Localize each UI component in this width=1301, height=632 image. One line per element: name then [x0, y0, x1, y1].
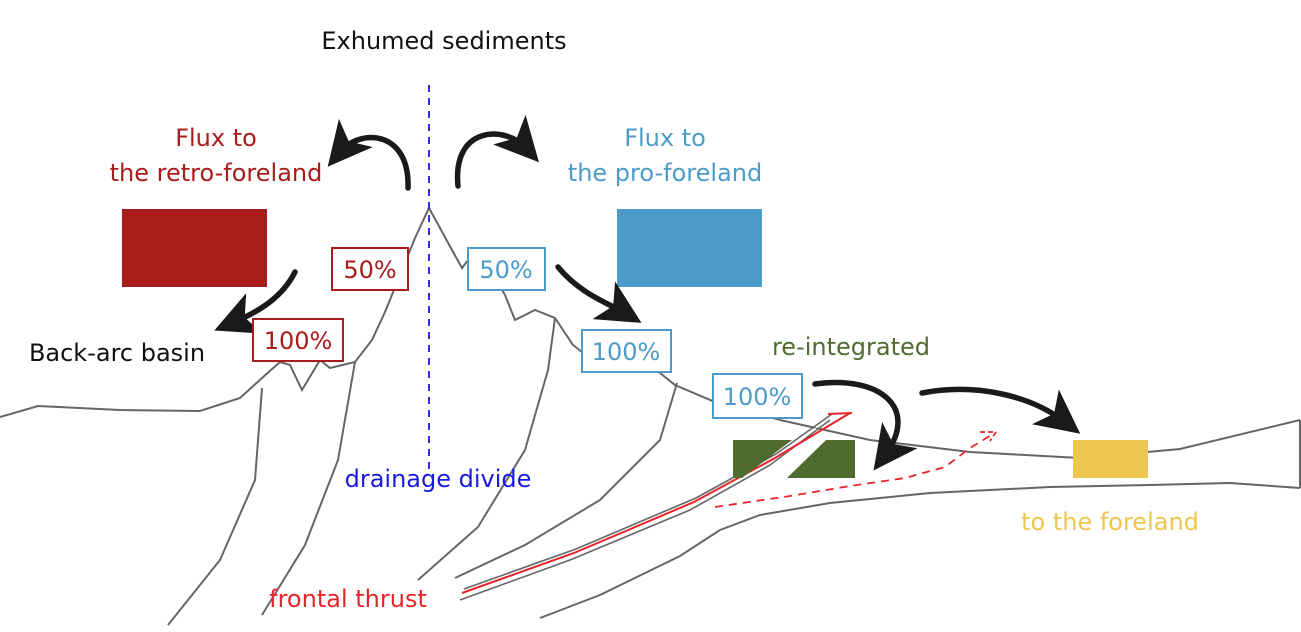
percent-box-retro-upper: 50%	[331, 247, 409, 291]
topography-profile	[0, 205, 1301, 460]
pro-flux-block	[617, 209, 762, 287]
pro-flux-label-line1: Flux to	[624, 124, 706, 152]
reintegrated-label: re-integrated	[772, 333, 930, 361]
back-arc-label: Back-arc basin	[29, 339, 205, 367]
arrow-reintegrated	[812, 379, 918, 471]
arrow-back-arc	[214, 269, 298, 334]
internal-faults	[167, 317, 678, 626]
foreland-label: to the foreland	[1021, 508, 1199, 536]
reintegrated-blocks	[733, 440, 855, 478]
arrow-pro-up	[454, 114, 539, 189]
percent-label: 100%	[592, 338, 661, 366]
percent-box-pro-middle: 100%	[581, 329, 672, 373]
percent-label: 50%	[479, 256, 532, 284]
frontal-thrust-label: frontal thrust	[269, 585, 427, 613]
title-label: Exhumed sediments	[321, 27, 566, 55]
pro-flux-label-line2: the pro-foreland	[568, 159, 762, 187]
arrow-pro-down	[555, 264, 642, 323]
frontal-thrust-fault	[459, 412, 853, 601]
retro-flux-label-line1: Flux to	[175, 124, 257, 152]
arrow-to-foreland	[919, 386, 1081, 434]
percent-box-pro-lower: 100%	[712, 373, 803, 419]
percent-box-retro-lower: 100%	[252, 318, 344, 362]
percent-label: 100%	[264, 327, 333, 355]
flux-arrows	[214, 114, 1081, 471]
foreland-block	[1073, 440, 1148, 478]
drainage-divide-label: drainage divide	[345, 465, 532, 493]
propagating-thrust-arrowhead	[980, 431, 998, 442]
percent-box-pro-upper: 50%	[467, 247, 546, 291]
percent-label: 50%	[343, 256, 396, 284]
basement-line	[539, 481, 1301, 619]
retro-flux-block	[122, 209, 267, 287]
propagating-thrust-dashed	[714, 433, 994, 508]
retro-flux-label-line2: the retro-foreland	[110, 159, 323, 187]
arrow-retro-up	[327, 118, 411, 191]
percent-label: 100%	[723, 383, 792, 411]
